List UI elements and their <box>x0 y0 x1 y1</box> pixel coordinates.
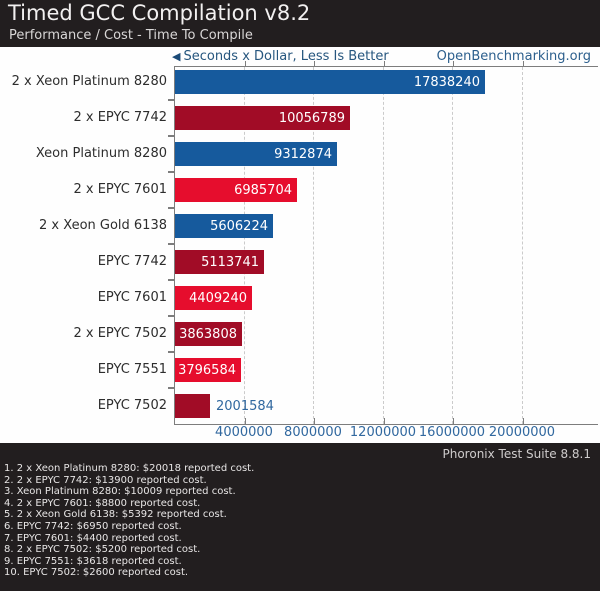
footer: Phoronix Test Suite 8.8.1 1. 2 x Xeon Pl… <box>0 443 600 591</box>
bar: 9312874 <box>175 142 337 166</box>
footnote-line: 3. Xeon Platinum 8280: $10009 reported c… <box>4 486 236 498</box>
bar: 6985704 <box>175 178 297 202</box>
bar-label: EPYC 7502 <box>97 398 167 413</box>
axis-tick <box>168 207 175 209</box>
bar-label: 2 x Xeon Gold 6138 <box>39 218 167 233</box>
axis-hint-label: Seconds x Dollar, Less Is Better <box>183 49 389 64</box>
gridline <box>383 67 384 424</box>
bar-value: 3796584 <box>178 363 236 378</box>
footnote-line: 10. EPYC 7502: $2600 reported cost. <box>4 567 189 579</box>
axis-tick <box>168 351 175 353</box>
axis-tick <box>314 61 315 66</box>
bar: 4409240 <box>175 286 252 310</box>
bar: 10056789 <box>175 106 350 130</box>
footnote-line: 8. 2 x EPYC 7502: $5200 reported cost. <box>4 544 201 556</box>
bar-value: 10056789 <box>278 111 345 126</box>
axis-tick <box>245 418 246 424</box>
bar-value: 2001584 <box>216 399 274 414</box>
less-is-better-arrow-icon: ◀ <box>172 50 181 63</box>
footnote-line: 6. EPYC 7742: $6950 reported cost. <box>4 520 182 532</box>
axis-hint: ◀ Seconds x Dollar, Less Is Better <box>172 49 389 64</box>
bar-value: 5113741 <box>201 255 259 270</box>
axis-tick <box>168 387 175 389</box>
bar: 5606224 <box>175 214 273 238</box>
axis-tick <box>384 418 385 424</box>
axis-tick <box>168 279 175 281</box>
bar-value: 17838240 <box>413 75 480 90</box>
gridline <box>522 67 523 424</box>
chart-title: Timed GCC Compilation v8.2 <box>8 1 311 25</box>
bar-label: 2 x EPYC 7601 <box>73 182 167 197</box>
axis-tick <box>168 99 175 101</box>
axis-tick <box>168 171 175 173</box>
pts-version: Phoronix Test Suite 8.8.1 <box>442 447 592 461</box>
bar-label: EPYC 7601 <box>97 290 167 305</box>
axis-tick <box>523 418 524 424</box>
bar-value: 4409240 <box>189 291 247 306</box>
footnote-line: 4. 2 x EPYC 7601: $8800 reported cost. <box>4 497 201 509</box>
axis-tick <box>314 418 315 424</box>
axis-tick <box>453 61 454 66</box>
footnote-line: 7. EPYC 7601: $4400 reported cost. <box>4 532 182 544</box>
openbenchmarking-link[interactable]: OpenBenchmarking.org <box>436 49 591 64</box>
x-tick-label: 12000000 <box>349 425 417 440</box>
bar-value: 3863808 <box>179 327 237 342</box>
bar: 3796584 <box>175 358 241 382</box>
footnote-line: 1. 2 x Xeon Platinum 8280: $20018 report… <box>4 463 255 474</box>
plot-area: 17838240 10056789 9312874 6985704 5606224 511… <box>168 61 598 425</box>
gridline <box>313 67 314 424</box>
axis-tick <box>168 243 175 245</box>
axis-tick <box>453 418 454 424</box>
footnotes: 1. 2 x Xeon Platinum 8280: $20018 report… <box>4 463 254 579</box>
bar-value: 6985704 <box>234 183 292 198</box>
x-axis-labels: 4000000 8000000 12000000 16000000 20000000 <box>174 425 597 442</box>
footnote-line: 9. EPYC 7551: $3618 reported cost. <box>4 555 182 567</box>
bar-label: EPYC 7742 <box>97 254 167 269</box>
bar-value: 5606224 <box>210 219 268 234</box>
axis-tick <box>168 315 175 317</box>
bar-label: 2 x Xeon Platinum 8280 <box>11 74 167 89</box>
axis-tick <box>384 61 385 66</box>
x-tick-label: 20000000 <box>488 425 556 440</box>
bar: 17838240 <box>175 70 485 94</box>
bar: 3863808 <box>175 322 242 346</box>
axis-tick <box>245 61 246 66</box>
x-tick-label: 16000000 <box>418 425 486 440</box>
footnote-line: 2. 2 x EPYC 7742: $13900 reported cost. <box>4 474 207 486</box>
x-tick-label: 8000000 <box>284 425 342 440</box>
chart-header: Timed GCC Compilation v8.2 Performance /… <box>0 0 600 47</box>
gridline <box>452 67 453 424</box>
bar-label: EPYC 7551 <box>97 362 167 377</box>
axis-tick <box>168 135 175 137</box>
x-tick-label: 4000000 <box>215 425 273 440</box>
bar-label: Xeon Platinum 8280 <box>35 146 167 161</box>
bar: 5113741 <box>175 250 264 274</box>
bar <box>175 394 210 418</box>
chart-subtitle: Performance / Cost - Time To Compile <box>9 28 253 43</box>
footnote-line: 5. 2 x Xeon Gold 6138: $5392 reported co… <box>4 509 227 521</box>
gridline <box>244 67 245 424</box>
bar-label: 2 x EPYC 7742 <box>73 110 167 125</box>
bar-label: 2 x EPYC 7502 <box>73 326 167 341</box>
axis-tick <box>523 61 524 66</box>
bar-label-column: 2 x Xeon Platinum 8280 2 x EPYC 7742 Xeon … <box>0 66 170 423</box>
bar-value: 9312874 <box>274 147 332 162</box>
